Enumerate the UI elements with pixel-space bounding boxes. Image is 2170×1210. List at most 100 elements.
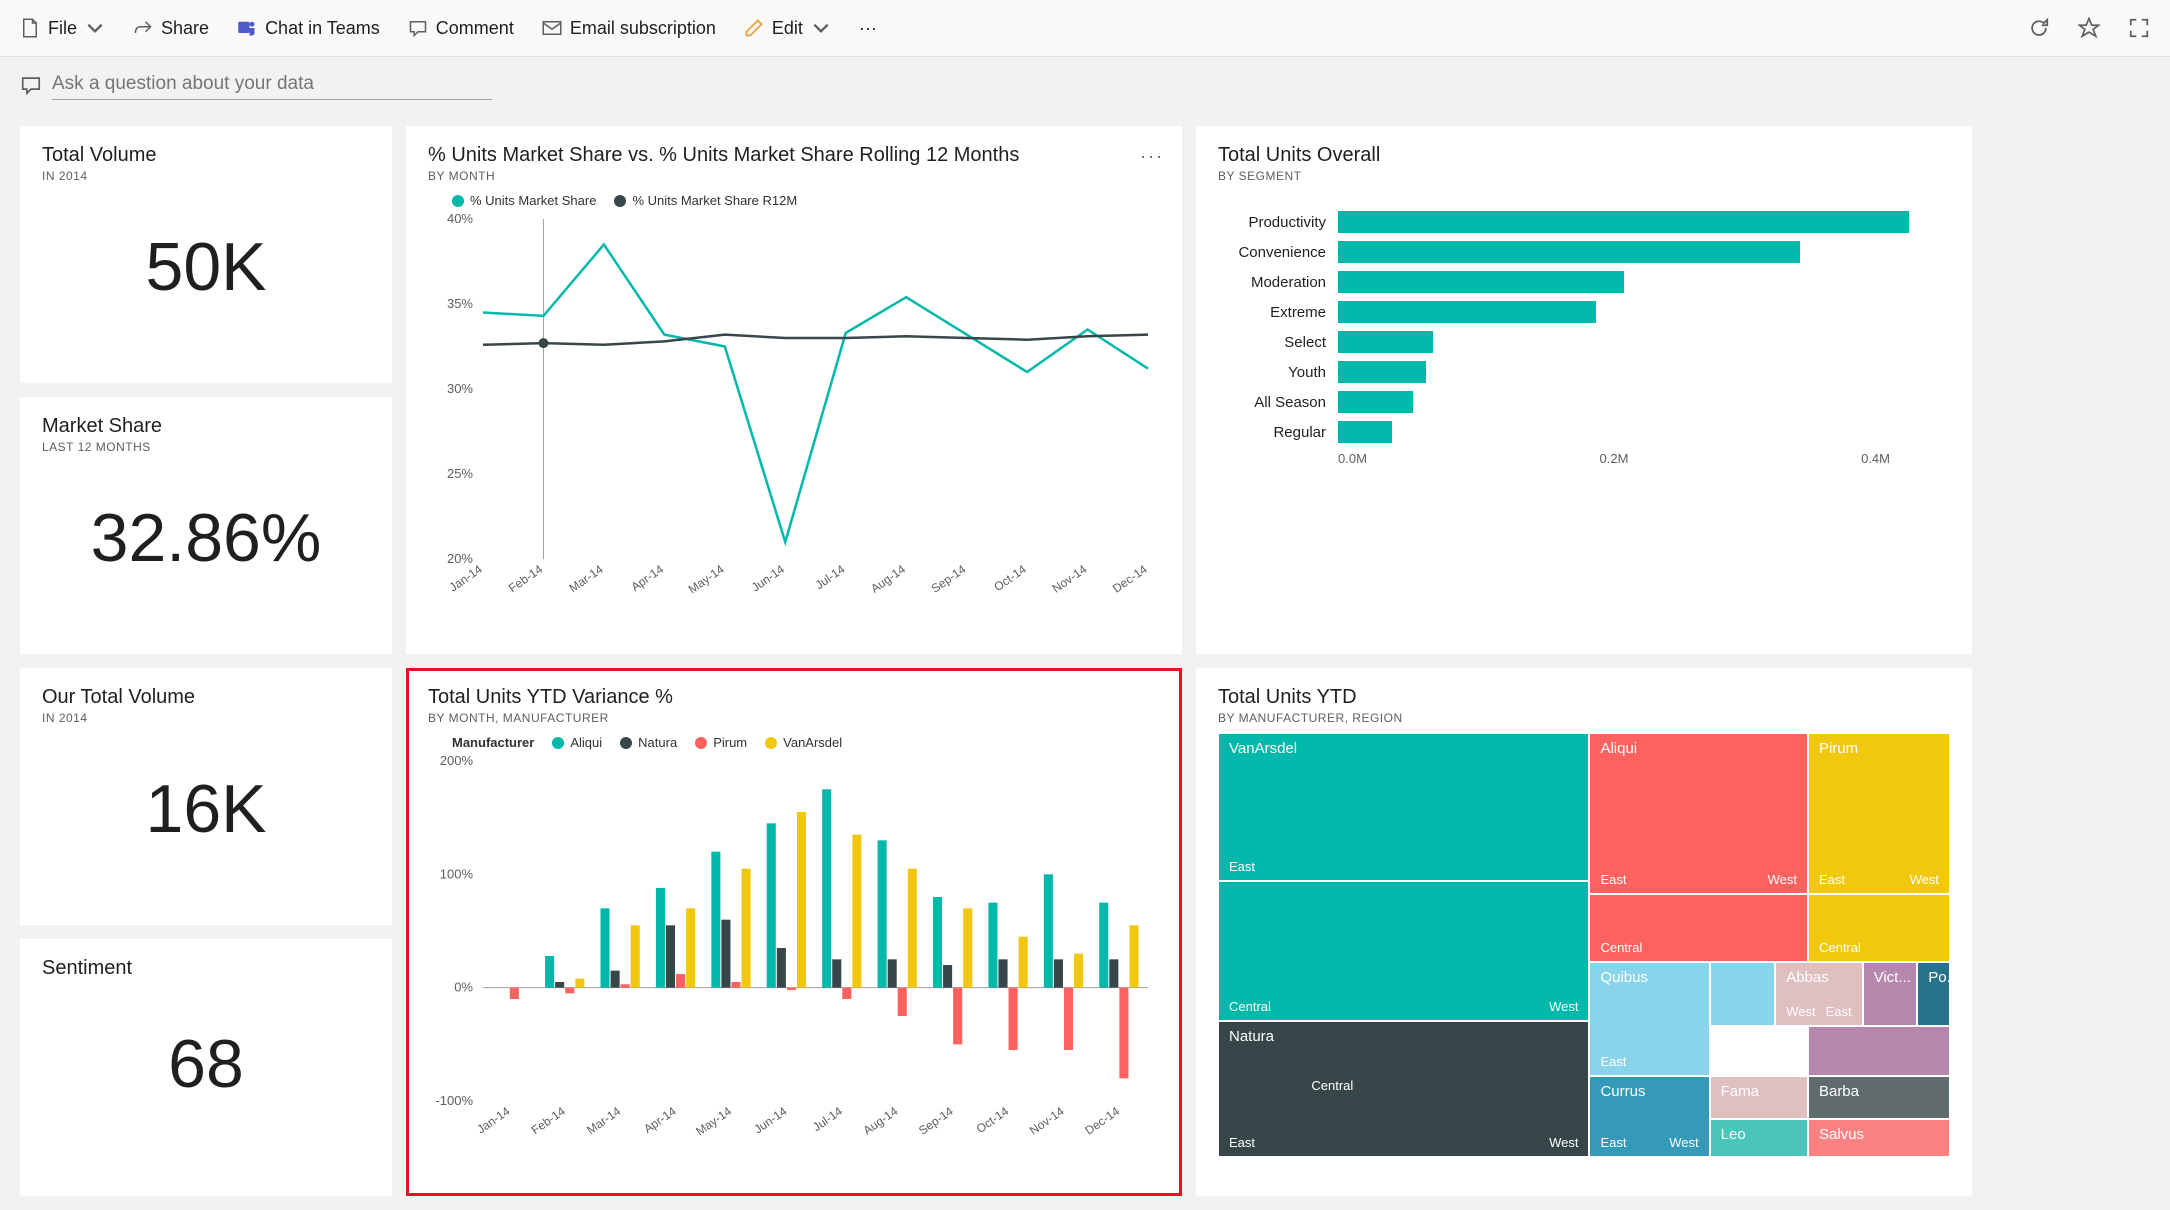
kpi-value: 32.86%: [42, 499, 370, 577]
card-subtitle: BY MONTH, MANUFACTURER: [428, 711, 1160, 725]
treemap-node[interactable]: AliquiEastWest: [1589, 733, 1808, 894]
svg-text:Jun-14: Jun-14: [751, 1104, 789, 1137]
hbar-row: Select: [1218, 331, 1950, 353]
hbar-chart: Productivity Convenience Moderation Extr…: [1218, 211, 1950, 443]
treemap-node[interactable]: [1710, 962, 1776, 1026]
svg-text:May-14: May-14: [693, 1104, 734, 1139]
treemap-node[interactable]: Central: [1589, 894, 1808, 962]
svg-text:200%: 200%: [440, 756, 474, 768]
svg-text:Jun-14: Jun-14: [749, 562, 787, 595]
svg-text:40%: 40%: [447, 214, 473, 226]
hbar-row: All Season: [1218, 391, 1950, 413]
card-title: Total Volume: [42, 144, 370, 167]
pencil-icon: [744, 18, 764, 38]
card-subtitle: LAST 12 MONTHS: [42, 440, 370, 454]
svg-text:Jul-14: Jul-14: [813, 562, 848, 592]
treemap-node[interactable]: CentralWest: [1218, 881, 1589, 1021]
more-menu[interactable]: ···: [859, 18, 877, 39]
card-subtitle: IN 2014: [42, 711, 370, 725]
treemap-node[interactable]: Vict...: [1863, 962, 1918, 1026]
line-chart-card[interactable]: ··· % Units Market Share vs. % Units Mar…: [406, 126, 1182, 654]
treemap-node[interactable]: CurrusEastWest: [1589, 1076, 1709, 1157]
share-icon: [133, 18, 153, 38]
treemap-node[interactable]: NaturaCentralEastWest: [1218, 1021, 1589, 1157]
treemap-chart: VanArsdelEastCentralWestNaturaCentralEas…: [1218, 733, 1950, 1157]
email-subscription-button[interactable]: Email subscription: [542, 18, 716, 39]
card-title: Total Units YTD: [1218, 686, 1950, 709]
comment-button[interactable]: Comment: [408, 18, 514, 39]
hbar-row: Moderation: [1218, 271, 1950, 293]
teams-icon: [237, 18, 257, 38]
svg-text:Feb-14: Feb-14: [506, 562, 545, 595]
file-icon: [20, 18, 40, 38]
kpi-total-volume[interactable]: Total Volume IN 2014 50K: [20, 126, 392, 383]
svg-text:Aug-14: Aug-14: [861, 1104, 901, 1138]
refresh-button[interactable]: [2028, 17, 2050, 39]
refresh-icon: [2028, 17, 2050, 39]
card-subtitle: BY MANUFACTURER, REGION: [1218, 711, 1950, 725]
grouped-bar-card[interactable]: Total Units YTD Variance % BY MONTH, MAN…: [406, 668, 1182, 1196]
svg-text:Nov-14: Nov-14: [1050, 562, 1090, 596]
star-icon: [2078, 17, 2100, 39]
card-title: Sentiment: [42, 957, 370, 980]
card-more-button[interactable]: ···: [1140, 146, 1164, 167]
kpi-our-volume[interactable]: Our Total Volume IN 2014 16K: [20, 668, 392, 925]
treemap-card[interactable]: Total Units YTD BY MANUFACTURER, REGION …: [1196, 668, 1972, 1196]
card-title: % Units Market Share vs. % Units Market …: [428, 144, 1160, 167]
favorite-button[interactable]: [2078, 17, 2100, 39]
svg-text:Jan-14: Jan-14: [474, 1104, 512, 1137]
svg-text:-100%: -100%: [435, 1093, 473, 1108]
svg-text:Sep-14: Sep-14: [929, 562, 969, 596]
treemap-node[interactable]: QuibusEast: [1589, 962, 1709, 1076]
file-menu[interactable]: File: [20, 18, 105, 39]
hbar-chart-card[interactable]: Total Units Overall BY SEGMENT Productiv…: [1196, 126, 1972, 654]
svg-text:Mar-14: Mar-14: [584, 1104, 623, 1137]
kpi-value: 68: [42, 1025, 370, 1103]
card-subtitle: BY SEGMENT: [1218, 169, 1950, 183]
svg-text:Jul-14: Jul-14: [810, 1104, 845, 1134]
svg-text:Jan-14: Jan-14: [447, 562, 485, 595]
svg-text:Nov-14: Nov-14: [1027, 1104, 1067, 1138]
svg-text:Dec-14: Dec-14: [1110, 562, 1150, 596]
chart-legend: ManufacturerAliquiNaturaPirumVanArsdel: [452, 735, 1160, 750]
comment-icon: [408, 18, 428, 38]
chart-legend: % Units Market Share% Units Market Share…: [452, 193, 1160, 208]
svg-text:30%: 30%: [447, 381, 473, 396]
fullscreen-button[interactable]: [2128, 17, 2150, 39]
svg-text:Oct-14: Oct-14: [974, 1104, 1012, 1136]
hbar-xaxis: 0.0M0.2M0.4M: [1338, 451, 1950, 466]
svg-text:Mar-14: Mar-14: [566, 562, 605, 595]
share-button[interactable]: Share: [133, 18, 209, 39]
edit-menu[interactable]: Edit: [744, 18, 831, 39]
treemap-node[interactable]: PirumEastWest: [1808, 733, 1950, 894]
hbar-row: Convenience: [1218, 241, 1950, 263]
svg-text:Apr-14: Apr-14: [629, 562, 667, 594]
svg-text:Sep-14: Sep-14: [916, 1104, 956, 1138]
card-subtitle: IN 2014: [42, 169, 370, 183]
svg-text:Oct-14: Oct-14: [991, 562, 1029, 594]
treemap-node[interactable]: Barba: [1808, 1076, 1950, 1118]
hbar-row: Youth: [1218, 361, 1950, 383]
treemap-node[interactable]: Leo: [1710, 1119, 1808, 1157]
app-toolbar: File Share Chat in Teams Comment Email s…: [0, 0, 2170, 57]
treemap-node[interactable]: Central: [1808, 894, 1950, 962]
svg-text:20%: 20%: [447, 551, 473, 566]
treemap-node[interactable]: Po...: [1917, 962, 1950, 1026]
svg-text:100%: 100%: [440, 866, 474, 881]
treemap-node[interactable]: Salvus: [1808, 1119, 1950, 1157]
svg-text:Aug-14: Aug-14: [868, 562, 908, 596]
svg-text:0%: 0%: [454, 980, 473, 995]
kpi-sentiment[interactable]: Sentiment 68: [20, 939, 392, 1196]
kpi-market-share[interactable]: Market Share LAST 12 MONTHS 32.86%: [20, 397, 392, 654]
treemap-node[interactable]: [1808, 1026, 1950, 1077]
svg-text:Feb-14: Feb-14: [529, 1104, 568, 1137]
treemap-node[interactable]: AbbasWestEast: [1775, 962, 1862, 1026]
svg-text:35%: 35%: [447, 296, 473, 311]
chat-icon: [20, 74, 42, 96]
card-title: Our Total Volume: [42, 686, 370, 709]
treemap-node[interactable]: VanArsdelEast: [1218, 733, 1589, 881]
qna-input[interactable]: [52, 69, 492, 100]
chat-teams-button[interactable]: Chat in Teams: [237, 18, 380, 39]
treemap-node[interactable]: Fama: [1710, 1076, 1808, 1118]
card-title: Total Units YTD Variance %: [428, 686, 1160, 709]
